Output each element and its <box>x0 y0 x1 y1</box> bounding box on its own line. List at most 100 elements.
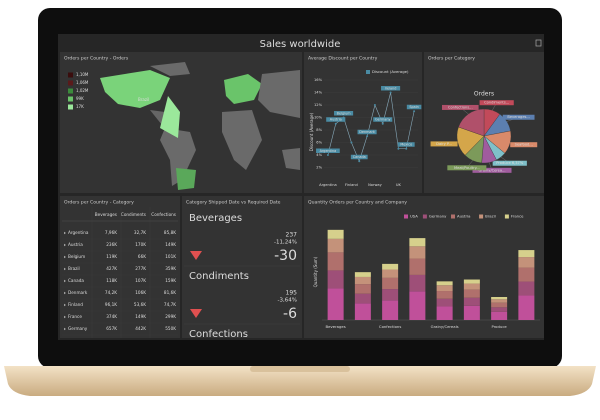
discount-panel <box>304 52 422 193</box>
pie-title: Orders <box>474 91 494 98</box>
base-notch <box>250 366 350 372</box>
panel-title: Average Discount per Country <box>308 56 378 62</box>
x-tick-label: Beverages <box>326 324 346 329</box>
slice-label-box <box>492 160 527 166</box>
bar-segment <box>327 252 344 271</box>
bar-segment <box>463 297 480 306</box>
slice-label-box <box>502 114 535 120</box>
bar-segment <box>518 281 535 296</box>
slice-label: Meat/Poultry... <box>454 166 480 170</box>
panel-title: Category Shipped Date vs Required Date <box>186 200 281 206</box>
legend-label: France <box>511 214 524 219</box>
slice-label-box <box>430 141 458 147</box>
legend-swatch <box>68 88 73 94</box>
point <box>413 110 416 113</box>
panel-title: Orders per Country - Category <box>64 200 134 206</box>
bar-segment <box>436 281 453 286</box>
expand-arrow[interactable] <box>64 279 66 283</box>
bar-segment <box>436 285 453 292</box>
bar-segment <box>382 289 399 301</box>
point <box>326 154 329 156</box>
slice-label: Produce 6,37% <box>496 161 524 165</box>
cell: 550K <box>165 326 176 331</box>
cell: 66K <box>138 254 146 259</box>
slice-label: Seafood... <box>515 143 533 147</box>
bar-segment <box>518 267 535 282</box>
legend-label: Germany <box>429 214 447 219</box>
bar-segment <box>382 269 399 278</box>
expand-arrow[interactable] <box>64 291 66 295</box>
point-label: Germany <box>375 118 391 122</box>
y-tick-label: 14% <box>314 91 323 95</box>
point-label: Canada <box>353 155 366 159</box>
export-icon[interactable] <box>535 39 542 47</box>
point <box>381 122 384 125</box>
bar-segment <box>463 279 480 284</box>
cell: 106K <box>135 290 146 295</box>
greenland <box>150 62 190 76</box>
point-label: Ireland <box>385 86 397 90</box>
bar-segment <box>409 291 426 320</box>
legend-swatch <box>68 96 73 102</box>
point <box>342 116 345 119</box>
bar-segment <box>491 299 508 303</box>
cell: 374K <box>106 314 117 319</box>
y-tick-label: 8% <box>316 128 322 132</box>
slice-label-box <box>479 100 514 106</box>
row-label: France <box>68 314 82 319</box>
expand-arrow[interactable] <box>64 243 66 247</box>
expand-arrow[interactable] <box>64 255 66 259</box>
expand-arrow[interactable] <box>64 303 66 307</box>
y-tick-label: 10% <box>314 116 323 120</box>
cell: 159K <box>165 278 176 283</box>
x-tick-label: Norway <box>368 183 383 187</box>
slice-label: Confections... <box>448 105 473 109</box>
cell: 7,96K <box>105 230 117 235</box>
cell: 101K <box>165 254 176 259</box>
bar-segment <box>463 289 480 298</box>
table-panel <box>60 196 180 338</box>
point-label-box <box>373 117 393 122</box>
legend-swatch <box>404 214 408 219</box>
slice-label: Grainy/Cerea... <box>478 168 505 172</box>
x-tick-label: Grainy/Cereals <box>431 324 459 329</box>
bar-segment <box>327 288 344 320</box>
cell: 119K <box>106 254 117 259</box>
panel-title: Orders per Country - Orders <box>64 56 129 62</box>
bar-segment <box>409 246 426 259</box>
card-name: Beverages <box>189 213 242 224</box>
bar-segment <box>491 307 508 312</box>
bar-segment <box>382 263 399 270</box>
slice-label-box <box>472 167 512 173</box>
point-label: Belgium <box>337 111 352 115</box>
cell: 149K <box>165 242 176 247</box>
bar-segment <box>354 272 371 277</box>
point-label-box <box>350 154 368 160</box>
point-label: Argentina <box>320 149 337 153</box>
legend-swatch <box>68 72 73 78</box>
legend-swatch <box>422 214 427 219</box>
bar-segment <box>354 284 371 294</box>
bar-segment <box>491 311 508 320</box>
down-indicator <box>190 309 202 318</box>
cell: 236K <box>106 242 117 247</box>
central-america <box>150 110 165 125</box>
bar-segment <box>463 283 480 290</box>
cell: 96,1K <box>105 302 117 307</box>
expand-arrow[interactable] <box>64 231 66 235</box>
y-tick-label: 2% <box>316 166 322 170</box>
point <box>358 160 361 163</box>
expand-arrow[interactable] <box>64 327 66 331</box>
asia <box>258 70 300 118</box>
expand-arrow[interactable] <box>64 267 66 271</box>
expand-arrow[interactable] <box>64 315 66 319</box>
legend-label: Austria <box>457 214 470 219</box>
y-axis-label: Discount (Average) <box>309 112 314 151</box>
column-header: Beverages <box>95 212 117 217</box>
point-label-box <box>406 104 422 110</box>
bar-segment <box>409 238 426 247</box>
y-tick-label: 6% <box>316 141 322 145</box>
north-america <box>100 70 170 108</box>
point <box>397 147 400 150</box>
card-name: Confections <box>189 329 248 340</box>
